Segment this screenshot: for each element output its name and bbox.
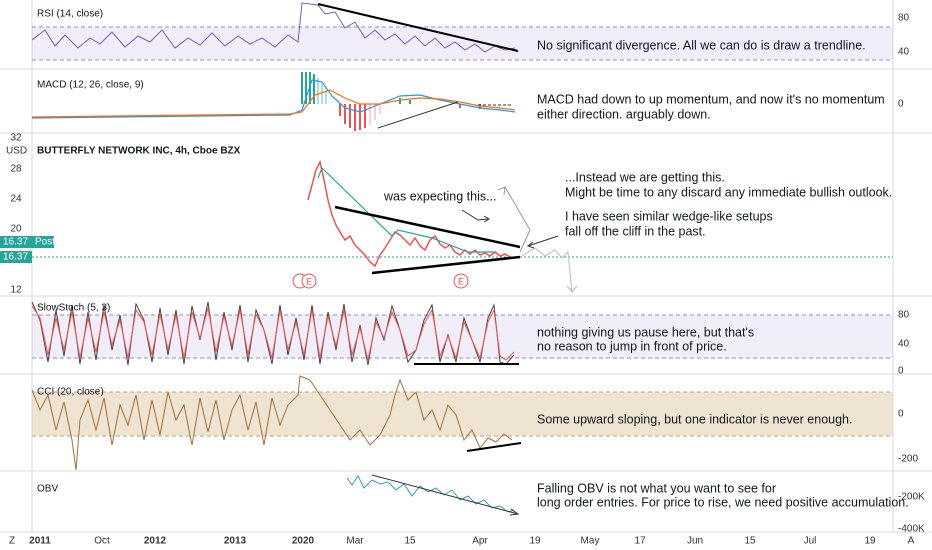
tick-label: 0: [898, 99, 904, 110]
projected-path: [521, 247, 573, 293]
cci-trendline: [466, 442, 522, 452]
tick-label: -400K: [898, 524, 925, 535]
tick-label: 20: [10, 224, 22, 235]
rsi-line: [31, 2, 516, 53]
tick-label: 80: [898, 310, 910, 321]
price-tag-text: 16.37: [3, 237, 28, 248]
price-tag: [0, 236, 32, 248]
rsi-band: [32, 27, 893, 60]
annotation: Might be time to any discard any immedia…: [565, 185, 892, 199]
x-tick-label: Jul: [804, 536, 817, 547]
annotation: fall off the cliff in the past.: [565, 224, 706, 238]
tick-label: -200K: [898, 492, 925, 503]
annotation: no reason to jump in front of price.: [537, 339, 727, 353]
x-tick-label: 15: [744, 536, 756, 547]
price-tag-text: 16.37: [3, 252, 28, 263]
price-candles: [307, 159, 516, 268]
separators: [0, 0, 932, 533]
tick-label: 80: [898, 13, 910, 24]
price-tag-text: Post: [35, 237, 55, 248]
pane-label: SlowStoch (5, 3): [37, 303, 110, 314]
tick-label: 40: [898, 47, 910, 58]
annotation: was expecting this...: [383, 189, 497, 203]
cci-line: [31, 375, 513, 471]
x-tick-label: Oct: [94, 536, 110, 547]
stoch-d: [31, 305, 515, 361]
wedge-upper: [334, 205, 521, 249]
currency: USD: [6, 146, 27, 157]
tick-label: 24: [10, 194, 22, 205]
x-tick-label: 2013: [224, 536, 247, 547]
x-tick-label: 2012: [144, 536, 167, 547]
annotation: either direction. arguably down.: [537, 107, 711, 121]
pane-label: CCI (20, close): [37, 387, 104, 398]
auto-scale-button[interactable]: A: [908, 536, 915, 547]
macd-line: [31, 79, 516, 119]
annotation: Some upward sloping, but one indicator i…: [537, 412, 852, 426]
wedge-lower: [371, 255, 521, 275]
x-tick-label: Jun: [687, 536, 703, 547]
obv-pane: OBV -200K -400K Falling OBV is not what …: [37, 474, 925, 535]
x-tick-label: May: [581, 536, 600, 547]
stoch-pane: SlowStoch (5, 3) 80 40 0 nothing giving …: [31, 301, 910, 377]
macd-arrow: [377, 101, 459, 129]
tick-label: 28: [10, 164, 22, 175]
pane-label: OBV: [37, 484, 58, 495]
rsi-trendline: [317, 3, 519, 52]
x-axis: 2011 Oct 2012 2013 2020 Mar 15 Apr 19 May 17 Jun 15 J…: [29, 536, 876, 547]
price-candles-up: [317, 166, 494, 253]
macd-histogram: [301, 72, 481, 131]
macd-pane: MACD (12, 26, close, 9) 0 MACD had down …: [31, 72, 904, 131]
annotation: I have seen similar wedge-like setups: [565, 209, 773, 223]
tick-label: 0: [898, 409, 904, 420]
price-pane: E E 32 USD 28 24 20 12 16.37 Post 16.37 …: [0, 133, 893, 296]
tick-label: 0: [898, 366, 904, 377]
annotation: long order entries. For price to rise, w…: [537, 495, 909, 509]
obv-line: [346, 475, 515, 513]
symbol-title: BUTTERFLY NETWORK INC, 4h, Cboe BZX: [37, 146, 241, 157]
rsi-pane: RSI (14, close) 80 40 No significant div…: [31, 2, 910, 61]
zoom-button[interactable]: Z: [9, 536, 15, 547]
expected-arrow: [504, 186, 531, 253]
earnings-label: E: [306, 276, 312, 286]
tick-label: 40: [898, 339, 910, 350]
pane-label: RSI (14, close): [37, 9, 103, 20]
x-tick-label: 17: [634, 536, 646, 547]
cci-pane: CCI (20, close) 0 -200 Some upward slopi…: [31, 375, 918, 471]
x-tick-label: Apr: [472, 536, 488, 547]
tick-label: 12: [10, 285, 22, 296]
x-tick-label: Mar: [346, 536, 364, 547]
x-tick-label: 19: [864, 536, 876, 547]
earnings-label: E: [458, 276, 464, 286]
annotation: MACD had down to up momentum, and now it…: [537, 92, 885, 106]
x-tick-label: 2020: [292, 536, 315, 547]
annotation: nothing giving us pause here, but that's: [537, 325, 754, 339]
tick-label: -200: [898, 454, 918, 465]
annotation: ...Instead we are getting this.: [565, 170, 725, 184]
pane-label: MACD (12, 26, close, 9): [37, 80, 144, 91]
x-tick-label: 15: [404, 536, 416, 547]
annotation: Falling OBV is not what you want to see …: [537, 481, 776, 495]
obv-trendline: [371, 474, 519, 515]
x-tick-label: 2011: [29, 536, 51, 547]
signal-line: [31, 89, 516, 118]
annotation: No significant divergence. All we can do…: [537, 38, 866, 52]
x-tick-label: 19: [529, 536, 541, 547]
tick-label: 32: [10, 133, 22, 144]
